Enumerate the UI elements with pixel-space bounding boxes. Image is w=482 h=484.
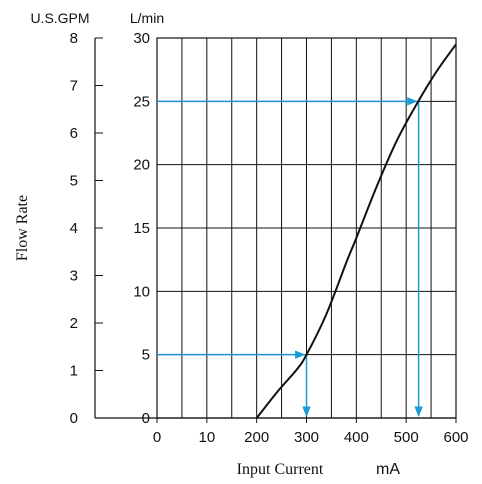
right-axis-unit: L/min — [130, 10, 164, 26]
x-tick-label: 600 — [443, 429, 468, 446]
lpm-tick-label: 5 — [142, 347, 150, 364]
flow-curve — [255, 43, 457, 419]
y-axis-label: Flow Rate — [14, 195, 31, 261]
x-tick-label: 500 — [394, 429, 419, 446]
axes — [94, 37, 457, 423]
x-axis-unit: mA — [376, 461, 400, 478]
gpm-tick-label: 0 — [70, 410, 78, 427]
lpm-tick-label: 30 — [133, 30, 150, 47]
x-tick-label: 200 — [244, 429, 269, 446]
left-axis-unit: U.S.GPM — [30, 10, 89, 26]
gpm-tick-label: 6 — [70, 125, 78, 142]
gpm-tick-label: 2 — [70, 315, 78, 332]
lpm-tick-label: 0 — [142, 410, 150, 427]
gpm-tick-label: 1 — [70, 363, 78, 380]
x-tick-label: 300 — [294, 429, 319, 446]
curve-layer — [255, 43, 457, 419]
gpm-tick-label: 7 — [70, 78, 78, 95]
gpm-tick-label: 8 — [70, 30, 78, 47]
x-tick-label: 0 — [153, 429, 161, 446]
gpm-tick-label: 3 — [70, 268, 78, 285]
x-tick-label: 400 — [344, 429, 369, 446]
x-axis-label: Input Current — [237, 461, 324, 478]
lpm-tick-label: 10 — [133, 283, 150, 300]
reference-lines — [157, 97, 423, 418]
lpm-tick-label: 15 — [133, 220, 150, 237]
gpm-tick-label: 4 — [70, 220, 78, 237]
gpm-tick-label: 5 — [70, 173, 78, 190]
lpm-tick-label: 25 — [133, 93, 150, 110]
x-tick-label: 10 — [198, 429, 215, 446]
tick-labels: 0 10 200 300 400 500 600 0 1 2 3 4 5 6 7 8 0 5 10 15 20 25 30 — [70, 30, 469, 446]
lpm-tick-label: 20 — [133, 157, 150, 174]
